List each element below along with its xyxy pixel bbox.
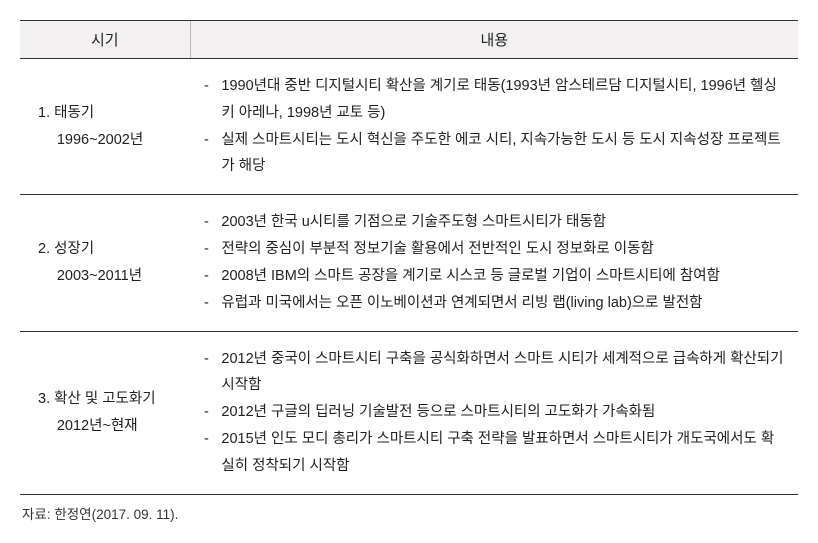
source-note: 자료: 한정연(2017. 09. 11).: [20, 503, 798, 523]
header-period: 시기: [20, 21, 190, 59]
phase-label: 3. 확산 및 고도화기: [38, 386, 184, 413]
bullet-list: 1990년대 중반 디지털시티 확산을 계기로 태동(1993년 암스테르담 디…: [204, 73, 784, 180]
list-item: 1990년대 중반 디지털시티 확산을 계기로 태동(1993년 암스테르담 디…: [204, 73, 784, 127]
list-item: 2015년 인도 모디 총리가 스마트시티 구축 전략을 발표하면서 스마트시티…: [204, 426, 784, 480]
list-item: 2008년 IBM의 스마트 공장을 계기로 시스코 등 글로벌 기업이 스마트…: [204, 263, 784, 290]
period-cell: 2. 성장기 2003~2011년: [20, 195, 190, 331]
phase-years: 2012년~현재: [38, 413, 184, 440]
phase-years: 2003~2011년: [38, 263, 184, 290]
table-row: 2. 성장기 2003~2011년 2003년 한국 u시티를 기점으로 기술주…: [20, 195, 798, 331]
content-cell: 1990년대 중반 디지털시티 확산을 계기로 태동(1993년 암스테르담 디…: [190, 59, 798, 195]
list-item: 실제 스마트시티는 도시 혁신을 주도한 에코 시티, 지속가능한 도시 등 도…: [204, 127, 784, 181]
header-content: 내용: [190, 21, 798, 59]
smartcity-phases-table: 시기 내용 1. 태동기 1996~2002년 1990년대 중반 디지털시티 …: [20, 20, 798, 495]
phase-label: 2. 성장기: [38, 236, 184, 263]
list-item: 전략의 중심이 부분적 정보기술 활용에서 전반적인 도시 정보화로 이동함: [204, 236, 784, 263]
table-row: 3. 확산 및 고도화기 2012년~현재 2012년 중국이 스마트시티 구축…: [20, 331, 798, 494]
list-item: 2012년 중국이 스마트시티 구축을 공식화하면서 스마트 시티가 세계적으로…: [204, 346, 784, 400]
list-item: 유럽과 미국에서는 오픈 이노베이션과 연계되면서 리빙 랩(living la…: [204, 290, 784, 317]
content-cell: 2012년 중국이 스마트시티 구축을 공식화하면서 스마트 시티가 세계적으로…: [190, 331, 798, 494]
list-item: 2003년 한국 u시티를 기점으로 기술주도형 스마트시티가 태동함: [204, 209, 784, 236]
list-item: 2012년 구글의 딥러닝 기술발전 등으로 스마트시티의 고도화가 가속화됨: [204, 399, 784, 426]
content-cell: 2003년 한국 u시티를 기점으로 기술주도형 스마트시티가 태동함 전략의 …: [190, 195, 798, 331]
phase-years: 1996~2002년: [38, 127, 184, 154]
bullet-list: 2012년 중국이 스마트시티 구축을 공식화하면서 스마트 시티가 세계적으로…: [204, 346, 784, 480]
bullet-list: 2003년 한국 u시티를 기점으로 기술주도형 스마트시티가 태동함 전략의 …: [204, 209, 784, 316]
table-row: 1. 태동기 1996~2002년 1990년대 중반 디지털시티 확산을 계기…: [20, 59, 798, 195]
period-cell: 1. 태동기 1996~2002년: [20, 59, 190, 195]
phase-label: 1. 태동기: [38, 100, 184, 127]
period-cell: 3. 확산 및 고도화기 2012년~현재: [20, 331, 190, 494]
